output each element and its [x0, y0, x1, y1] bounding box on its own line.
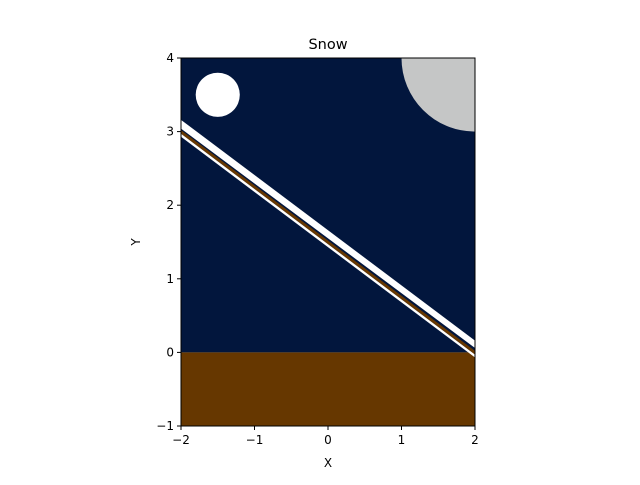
y-tick-label: −1	[156, 419, 174, 433]
x-axis: −2 −1 0 1 2	[172, 426, 479, 447]
y-axis: −1 0 1 2 3 4	[156, 51, 181, 433]
snowflake	[195, 72, 240, 117]
y-tick-label: 1	[166, 272, 174, 286]
branch-line	[181, 130, 475, 355]
moon	[401, 58, 475, 132]
x-tick-label: −2	[172, 433, 190, 447]
x-tick-label: 2	[471, 433, 479, 447]
x-tick-label: 1	[398, 433, 406, 447]
y-tick-label: 3	[166, 125, 174, 139]
y-tick-label: 4	[166, 51, 174, 65]
y-axis-label: Y	[129, 238, 143, 247]
plot-area	[181, 58, 475, 426]
snow-band-lower	[181, 133, 475, 358]
chart-title: Snow	[308, 37, 347, 53]
snow-band-upper	[181, 119, 475, 348]
x-tick-label: −1	[246, 433, 264, 447]
y-tick-label: 0	[166, 345, 174, 359]
ground	[181, 352, 475, 426]
x-axis-label: X	[324, 456, 332, 470]
y-tick-label: 2	[166, 198, 174, 212]
x-tick-label: 0	[324, 433, 332, 447]
